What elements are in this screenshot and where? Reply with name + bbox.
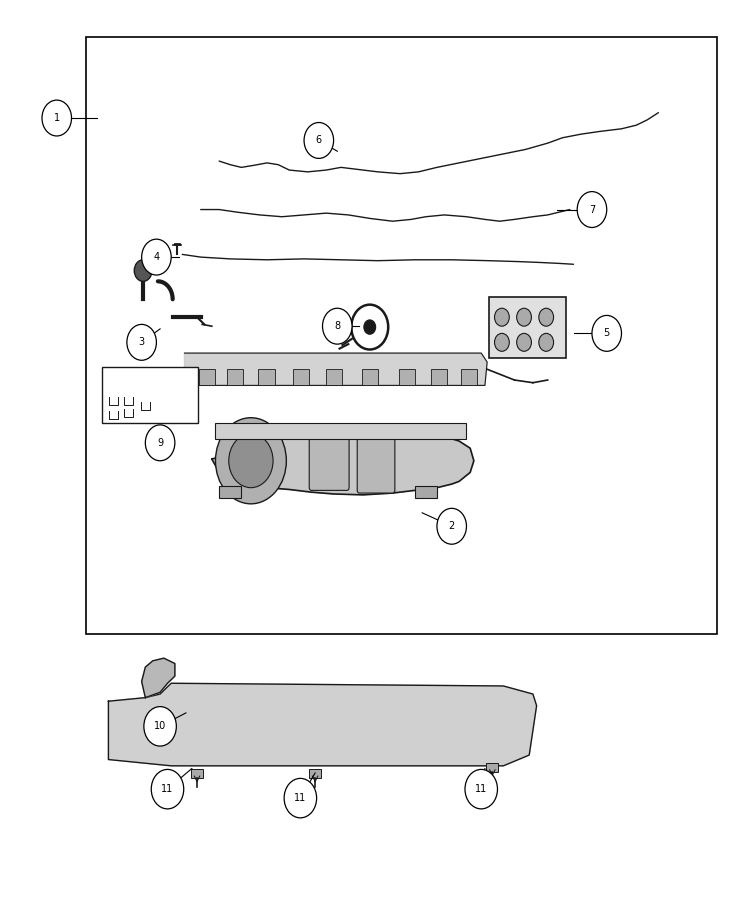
- Text: 10: 10: [154, 721, 166, 732]
- FancyBboxPatch shape: [399, 369, 415, 385]
- Circle shape: [144, 706, 176, 746]
- Circle shape: [539, 308, 554, 326]
- Circle shape: [516, 333, 531, 351]
- Text: 11: 11: [294, 793, 307, 803]
- Circle shape: [216, 418, 286, 504]
- Circle shape: [142, 239, 171, 275]
- Circle shape: [364, 320, 376, 334]
- Circle shape: [592, 315, 622, 351]
- Polygon shape: [185, 353, 487, 385]
- Circle shape: [465, 770, 497, 809]
- FancyBboxPatch shape: [326, 369, 342, 385]
- Circle shape: [151, 770, 184, 809]
- FancyBboxPatch shape: [219, 486, 242, 499]
- Text: 11: 11: [162, 784, 173, 794]
- Circle shape: [322, 308, 352, 344]
- FancyBboxPatch shape: [102, 367, 198, 423]
- Circle shape: [577, 192, 607, 228]
- FancyBboxPatch shape: [309, 770, 321, 778]
- FancyBboxPatch shape: [431, 369, 448, 385]
- FancyBboxPatch shape: [415, 486, 437, 499]
- Text: 2: 2: [448, 521, 455, 531]
- Circle shape: [145, 425, 175, 461]
- Text: 9: 9: [157, 437, 163, 448]
- Text: 4: 4: [153, 252, 159, 262]
- Text: 11: 11: [475, 784, 488, 794]
- Circle shape: [42, 100, 72, 136]
- FancyBboxPatch shape: [293, 369, 309, 385]
- Text: 5: 5: [604, 328, 610, 338]
- FancyBboxPatch shape: [86, 37, 717, 634]
- FancyBboxPatch shape: [362, 369, 378, 385]
- Circle shape: [494, 308, 509, 326]
- FancyBboxPatch shape: [461, 369, 476, 385]
- Circle shape: [494, 333, 509, 351]
- FancyBboxPatch shape: [199, 369, 216, 385]
- FancyBboxPatch shape: [357, 434, 395, 493]
- Circle shape: [284, 778, 316, 818]
- Text: 7: 7: [589, 204, 595, 214]
- FancyBboxPatch shape: [216, 423, 467, 439]
- Circle shape: [127, 324, 156, 360]
- Circle shape: [134, 260, 152, 282]
- Circle shape: [229, 434, 273, 488]
- FancyBboxPatch shape: [227, 369, 243, 385]
- Polygon shape: [212, 430, 473, 495]
- Circle shape: [304, 122, 333, 158]
- FancyBboxPatch shape: [259, 369, 274, 385]
- Circle shape: [437, 508, 467, 544]
- Text: 6: 6: [316, 136, 322, 146]
- Polygon shape: [142, 658, 175, 698]
- FancyBboxPatch shape: [488, 298, 566, 358]
- Circle shape: [516, 308, 531, 326]
- Text: 3: 3: [139, 338, 144, 347]
- Circle shape: [539, 333, 554, 351]
- Text: 8: 8: [334, 321, 340, 331]
- FancyBboxPatch shape: [191, 770, 203, 778]
- Text: 1: 1: [53, 113, 60, 123]
- FancyBboxPatch shape: [486, 763, 498, 772]
- FancyBboxPatch shape: [309, 431, 349, 490]
- Polygon shape: [108, 683, 536, 766]
